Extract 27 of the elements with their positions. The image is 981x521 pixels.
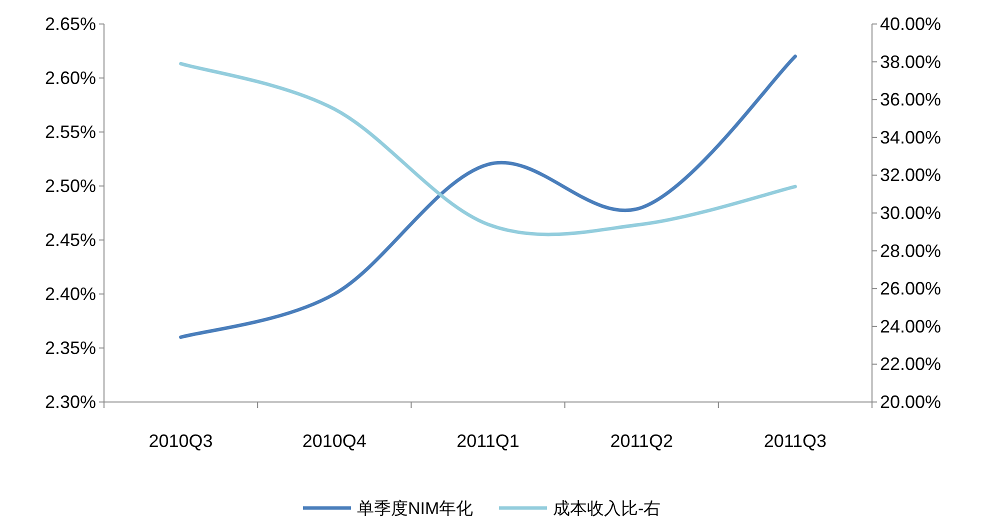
y-tick-label: 2.45% bbox=[44, 230, 96, 250]
y2-tick-label: 30.00% bbox=[880, 203, 942, 223]
y2-tick-label: 24.00% bbox=[880, 316, 942, 336]
y2-tick-label: 40.00% bbox=[880, 14, 942, 34]
y-tick-label: 2.40% bbox=[44, 284, 96, 304]
legend-label: 单季度NIM年化 bbox=[357, 499, 474, 518]
x-tick-label: 2011Q2 bbox=[610, 431, 673, 451]
y-tick-label: 2.30% bbox=[44, 392, 96, 412]
y2-tick-label: 28.00% bbox=[880, 240, 942, 261]
y2-tick-label: 32.00% bbox=[880, 165, 942, 186]
y-tick-label: 2.55% bbox=[44, 122, 96, 142]
y-tick-label: 2.65% bbox=[44, 14, 96, 34]
y-tick-label: 2.35% bbox=[44, 338, 96, 358]
x-tick-label: 2011Q1 bbox=[456, 431, 520, 451]
y2-tick-label: 36.00% bbox=[880, 90, 942, 110]
y2-tick-label: 26.00% bbox=[880, 278, 942, 299]
line-series bbox=[179, 54, 797, 339]
legend-label: 成本收入比-右 bbox=[553, 499, 661, 518]
x-tick-label: 2010Q3 bbox=[148, 431, 213, 451]
y2-tick-label: 22.00% bbox=[880, 354, 942, 374]
y-tick-label: 2.60% bbox=[44, 68, 96, 88]
y-tick-label: 2.50% bbox=[44, 176, 96, 196]
x-tick-label: 2011Q3 bbox=[764, 431, 827, 451]
y2-tick-label: 38.00% bbox=[880, 52, 942, 72]
x-tick-label: 2010Q4 bbox=[302, 431, 366, 451]
y2-tick-label: 20.00% bbox=[880, 392, 942, 412]
y2-tick-label: 34.00% bbox=[880, 127, 942, 148]
